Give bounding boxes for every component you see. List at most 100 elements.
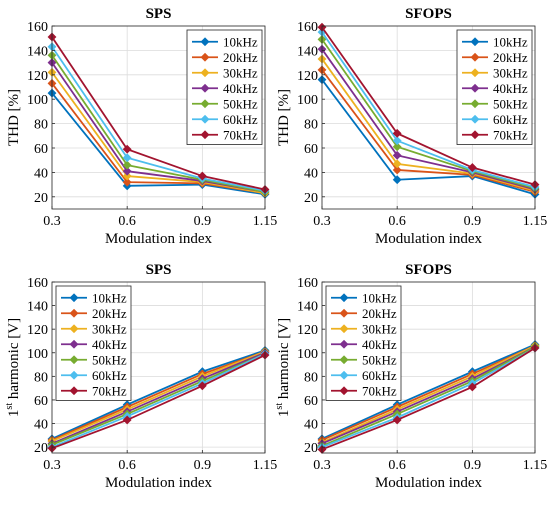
x-tick-label: 0.9 [464, 458, 482, 473]
y-tick-label: 60 [304, 142, 318, 157]
series-line-60kHz [51, 353, 266, 448]
legend-label: 10kHz [92, 290, 127, 305]
x-tick-label: 0.3 [313, 214, 331, 229]
y-tick-label: 140 [27, 300, 48, 315]
y-tick-label: 80 [304, 370, 318, 385]
legend-label: 20kHz [223, 50, 258, 65]
series-line-50kHz [51, 54, 266, 193]
series-line-10kHz [51, 349, 266, 440]
data-point-60kHz [122, 153, 132, 163]
legend-marker [470, 37, 480, 47]
legend-marker [69, 355, 79, 365]
series-line-30kHz [321, 344, 536, 444]
legend-marker [200, 83, 210, 93]
series-line-60kHz [51, 46, 266, 192]
y-tick-label: 100 [297, 93, 318, 108]
x-tick-label: 0.9 [194, 458, 212, 473]
legend-label: 50kHz [493, 96, 528, 111]
legend-marker [200, 68, 210, 78]
x-tick-label: 0.6 [388, 458, 406, 473]
legend-label: 10kHz [362, 290, 397, 305]
legend-label: 30kHz [362, 321, 397, 336]
legend-label: 20kHz [362, 306, 397, 321]
series-line-20kHz [51, 350, 266, 441]
x-tick-label: 1.15 [253, 458, 278, 473]
series-line-30kHz [51, 350, 266, 443]
chart-panel-2: 0.3 0.6 0.9 1.15 20 40 60 80 100 120 140 160 SFOPS Mo… [276, 6, 547, 247]
y-axis-label: 1st harmonic [V] [274, 318, 292, 417]
legend-marker [339, 386, 349, 396]
data-point-50kHz [122, 160, 132, 170]
series-line-50kHz [51, 353, 266, 446]
legend-label: 60kHz [362, 368, 397, 383]
data-point-10kHz [392, 175, 402, 185]
legend-label: 20kHz [493, 50, 528, 65]
x-axis-label: Modulation index [375, 231, 483, 247]
legend-marker [200, 37, 210, 47]
chart-title: SPS [146, 6, 172, 22]
chart-title: SFOPS [405, 262, 452, 278]
series-line-60kHz [321, 31, 536, 188]
y-tick-label: 100 [27, 347, 48, 362]
y-tick-label: 120 [297, 323, 318, 338]
y-tick-label: 140 [297, 300, 318, 315]
y-tick-label: 60 [34, 394, 48, 409]
y-axis-label-text: harmonic [V] [276, 318, 292, 403]
y-tick-label: 40 [304, 418, 318, 433]
legend-marker [339, 293, 349, 303]
x-tick-label: 0.6 [118, 458, 136, 473]
data-point-70kHz [467, 382, 477, 392]
x-tick-label: 0.3 [313, 458, 331, 473]
y-tick-label: 20 [304, 191, 318, 206]
series-line-30kHz [321, 58, 536, 192]
legend-marker [470, 130, 480, 140]
data-point-20kHz [392, 165, 402, 175]
legend-marker [339, 370, 349, 380]
series-line-20kHz [321, 344, 536, 441]
legend-marker [470, 68, 480, 78]
y-tick-label: 160 [297, 276, 318, 291]
legend-label: 70kHz [92, 383, 127, 398]
series-line-10kHz [51, 92, 266, 196]
y-tick-label: 80 [34, 118, 48, 133]
legend-marker [69, 339, 79, 349]
data-point-50kHz [392, 142, 402, 152]
legend-marker [69, 370, 79, 380]
y-tick-label: 40 [34, 166, 48, 181]
x-tick-label: 0.3 [43, 214, 61, 229]
y-tick-label: 80 [34, 370, 48, 385]
chart-panel-4: 0.3 0.6 0.9 1.15 20 40 60 80 100 120 140 160 SFOPS Mo… [274, 262, 547, 491]
y-tick-label: 40 [304, 166, 318, 181]
data-point-60kHz [392, 136, 402, 146]
series-line-40kHz [51, 351, 266, 445]
series-line-40kHz [321, 48, 536, 191]
legend-label: 30kHz [223, 65, 258, 80]
y-axis-label-superscript: st [4, 403, 15, 410]
legend-box [325, 285, 402, 401]
y-axis-label-number: 1 [6, 410, 22, 418]
legend-box [456, 29, 533, 145]
series-line-20kHz [321, 69, 536, 193]
legend-label: 50kHz [92, 352, 127, 367]
series-line-10kHz [321, 343, 536, 440]
data-point-70kHz [197, 381, 207, 391]
x-tick-label: 0.6 [388, 214, 406, 229]
chart-title: SPS [146, 262, 172, 278]
legend-marker [470, 114, 480, 124]
data-point-70kHz [392, 128, 402, 138]
legend-label: 20kHz [92, 306, 127, 321]
legend-marker [470, 52, 480, 62]
series-line-70kHz [51, 36, 266, 191]
x-axis-label: Modulation index [105, 231, 213, 247]
legend-box [186, 29, 263, 145]
data-point-30kHz [122, 171, 132, 181]
y-tick-label: 140 [297, 44, 318, 59]
x-tick-label: 1.15 [523, 458, 548, 473]
data-point-70kHz [467, 163, 477, 172]
data-point-70kHz [122, 415, 132, 425]
data-point-70kHz [122, 144, 132, 154]
